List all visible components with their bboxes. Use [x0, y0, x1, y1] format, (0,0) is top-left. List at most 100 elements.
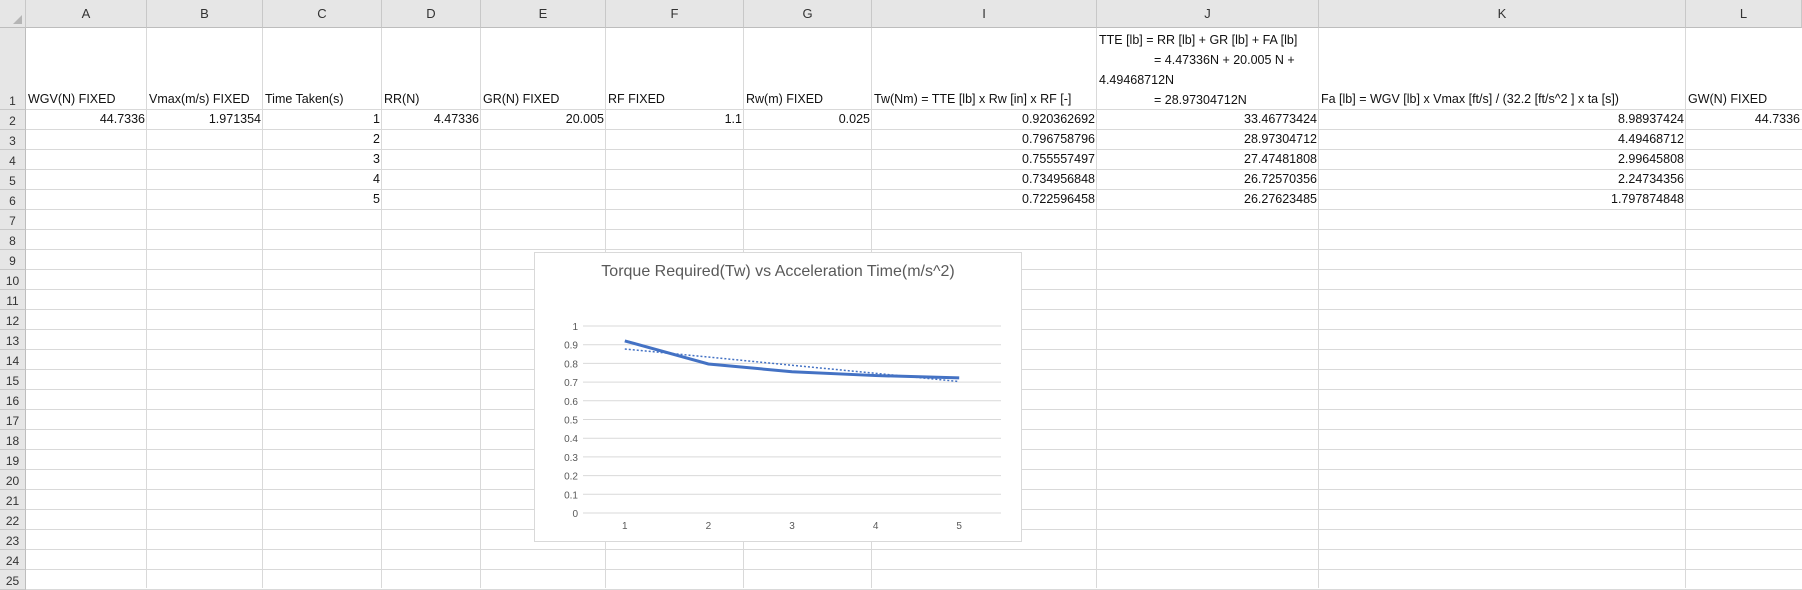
cell-K6[interactable]: 1.797874848 — [1611, 192, 1684, 206]
cell-C6[interactable]: 5 — [373, 192, 380, 206]
y-tick-label: 0.7 — [564, 378, 578, 389]
grid-line-horizontal — [26, 549, 1802, 550]
y-tick-label: 0.5 — [564, 416, 578, 427]
cell-B2[interactable]: 1.971354 — [208, 112, 261, 126]
header-cell-L[interactable]: GW(N) FIXED — [1688, 92, 1768, 106]
row-header-9[interactable]: 9 — [0, 250, 26, 270]
cell-K2[interactable]: 8.98937424 — [1617, 112, 1684, 126]
y-tick-label: 0 — [572, 509, 578, 520]
column-header-G[interactable]: G — [744, 0, 872, 28]
grid-line-horizontal — [26, 569, 1802, 570]
series-line — [624, 339, 960, 380]
cell-J4[interactable]: 27.47481808 — [1244, 152, 1317, 166]
row-header-2[interactable]: 2 — [0, 110, 26, 130]
row-header-14[interactable]: 14 — [0, 350, 26, 370]
row-header-20[interactable]: 20 — [0, 470, 26, 490]
header-cell-A[interactable]: WGV(N) FIXED — [28, 92, 116, 106]
x-tick-label: 5 — [956, 521, 962, 532]
header-cell-B[interactable]: Vmax(m/s) FIXED — [149, 92, 250, 106]
grid-line-horizontal — [26, 129, 1802, 130]
row-header-22[interactable]: 22 — [0, 510, 26, 530]
grid-line-horizontal — [26, 249, 1802, 250]
column-header-J[interactable]: J — [1097, 0, 1319, 28]
row-header-21[interactable]: 21 — [0, 490, 26, 510]
row-header-3[interactable]: 3 — [0, 130, 26, 150]
column-header-C[interactable]: C — [263, 0, 382, 28]
cell-F2[interactable]: 1.1 — [724, 112, 742, 126]
header-cell-I[interactable]: Tw(Nm) = TTE [lb] x Rw [in] x RF [-] — [874, 92, 1072, 106]
chart-plot: 0 0.1 0.2 0.3 0.4 0.5 0.6 0.7 0.8 0.9 1 1 2 3 4 5 — [564, 322, 1001, 532]
header-cell-D[interactable]: RR(N) — [384, 92, 420, 106]
header-cell-G[interactable]: Rw(m) FIXED — [746, 92, 824, 106]
cell-I6[interactable]: 0.722596458 — [1022, 192, 1095, 206]
grid-line-horizontal — [26, 149, 1802, 150]
row-header-5[interactable]: 5 — [0, 170, 26, 190]
column-header-I[interactable]: I — [872, 0, 1097, 28]
cell-J3[interactable]: 28.97304712 — [1244, 132, 1317, 146]
cell-I4[interactable]: 0.755557497 — [1022, 152, 1095, 166]
row-header-11[interactable]: 11 — [0, 290, 26, 310]
row-header-4[interactable]: 4 — [0, 150, 26, 170]
column-header-E[interactable]: E — [481, 0, 606, 28]
cell-D2[interactable]: 4.47336 — [433, 112, 479, 126]
column-header-A[interactable]: A — [26, 0, 147, 28]
row-header-16[interactable]: 16 — [0, 390, 26, 410]
select-all-corner[interactable] — [0, 0, 26, 28]
grid-line-vertical — [1685, 28, 1686, 588]
grid-line-horizontal — [26, 109, 1802, 110]
grid-line-vertical — [381, 28, 382, 588]
cell-J2[interactable]: 33.46773424 — [1244, 112, 1317, 126]
row-header-17[interactable]: 17 — [0, 410, 26, 430]
column-header-F[interactable]: F — [606, 0, 744, 28]
cell-C5[interactable]: 4 — [373, 172, 380, 186]
row-header-10[interactable]: 10 — [0, 270, 26, 290]
cell-J5[interactable]: 26.72570356 — [1244, 172, 1317, 186]
cell-J6[interactable]: 26.27623485 — [1244, 192, 1317, 206]
y-tick-label: 0.9 — [564, 341, 578, 352]
torque-chart[interactable]: Torque Required(Tw) vs Acceleration Time… — [534, 252, 1022, 542]
cell-G2[interactable]: 0.025 — [838, 112, 870, 126]
cell-K3[interactable]: 4.49468712 — [1617, 132, 1684, 146]
cell-I2[interactable]: 0.920362692 — [1022, 112, 1095, 126]
row-header-23[interactable]: 23 — [0, 530, 26, 550]
y-tick-label: 0.8 — [564, 359, 578, 370]
row-header-6[interactable]: 6 — [0, 190, 26, 210]
grid-line-vertical — [146, 28, 147, 588]
header-cell-F[interactable]: RF FIXED — [608, 92, 665, 106]
row-header-24[interactable]: 24 — [0, 550, 26, 570]
header-cell-J[interactable]: TTE [lb] = RR [lb] + GR [lb] + FA [lb] =… — [1097, 30, 1321, 110]
row-header-19[interactable]: 19 — [0, 450, 26, 470]
row-header-1[interactable]: 1 — [0, 28, 26, 110]
row-header-12[interactable]: 12 — [0, 310, 26, 330]
row-header-15[interactable]: 15 — [0, 370, 26, 390]
row-header-8[interactable]: 8 — [0, 230, 26, 250]
row-header-7[interactable]: 7 — [0, 210, 26, 230]
header-cell-C[interactable]: Time Taken(s) — [265, 92, 344, 106]
header-cell-K[interactable]: Fa [lb] = WGV [lb] x Vmax [ft/s] / (32.2… — [1321, 92, 1619, 106]
column-header-B[interactable]: B — [147, 0, 263, 28]
cell-C4[interactable]: 3 — [373, 152, 380, 166]
cell-K4[interactable]: 2.99645808 — [1617, 152, 1684, 166]
cell-K5[interactable]: 2.24734356 — [1617, 172, 1684, 186]
column-header-K[interactable]: K — [1319, 0, 1686, 28]
grid-line-vertical — [1096, 28, 1097, 588]
cell-C3[interactable]: 2 — [373, 132, 380, 146]
row-header-18[interactable]: 18 — [0, 430, 26, 450]
chart-title: Torque Required(Tw) vs Acceleration Time… — [601, 263, 955, 280]
y-tick-label: 0.4 — [564, 434, 578, 445]
column-header-L[interactable]: L — [1686, 0, 1802, 28]
cell-I5[interactable]: 0.734956848 — [1022, 172, 1095, 186]
column-header-D[interactable]: D — [382, 0, 481, 28]
row-header-13[interactable]: 13 — [0, 330, 26, 350]
row-header-25[interactable]: 25 — [0, 570, 26, 590]
grid-line-vertical — [480, 28, 481, 588]
header-cell-E[interactable]: GR(N) FIXED — [483, 92, 560, 106]
tte-line-4: = 28.97304712N — [1154, 93, 1247, 107]
cell-A2[interactable]: 44.7336 — [99, 112, 145, 126]
cell-I3[interactable]: 0.796758796 — [1022, 132, 1095, 146]
cell-E2[interactable]: 20.005 — [565, 112, 604, 126]
y-tick-label: 0.1 — [564, 490, 578, 501]
cell-L2[interactable]: 44.7336 — [1754, 112, 1800, 126]
cell-C2[interactable]: 1 — [373, 112, 380, 126]
